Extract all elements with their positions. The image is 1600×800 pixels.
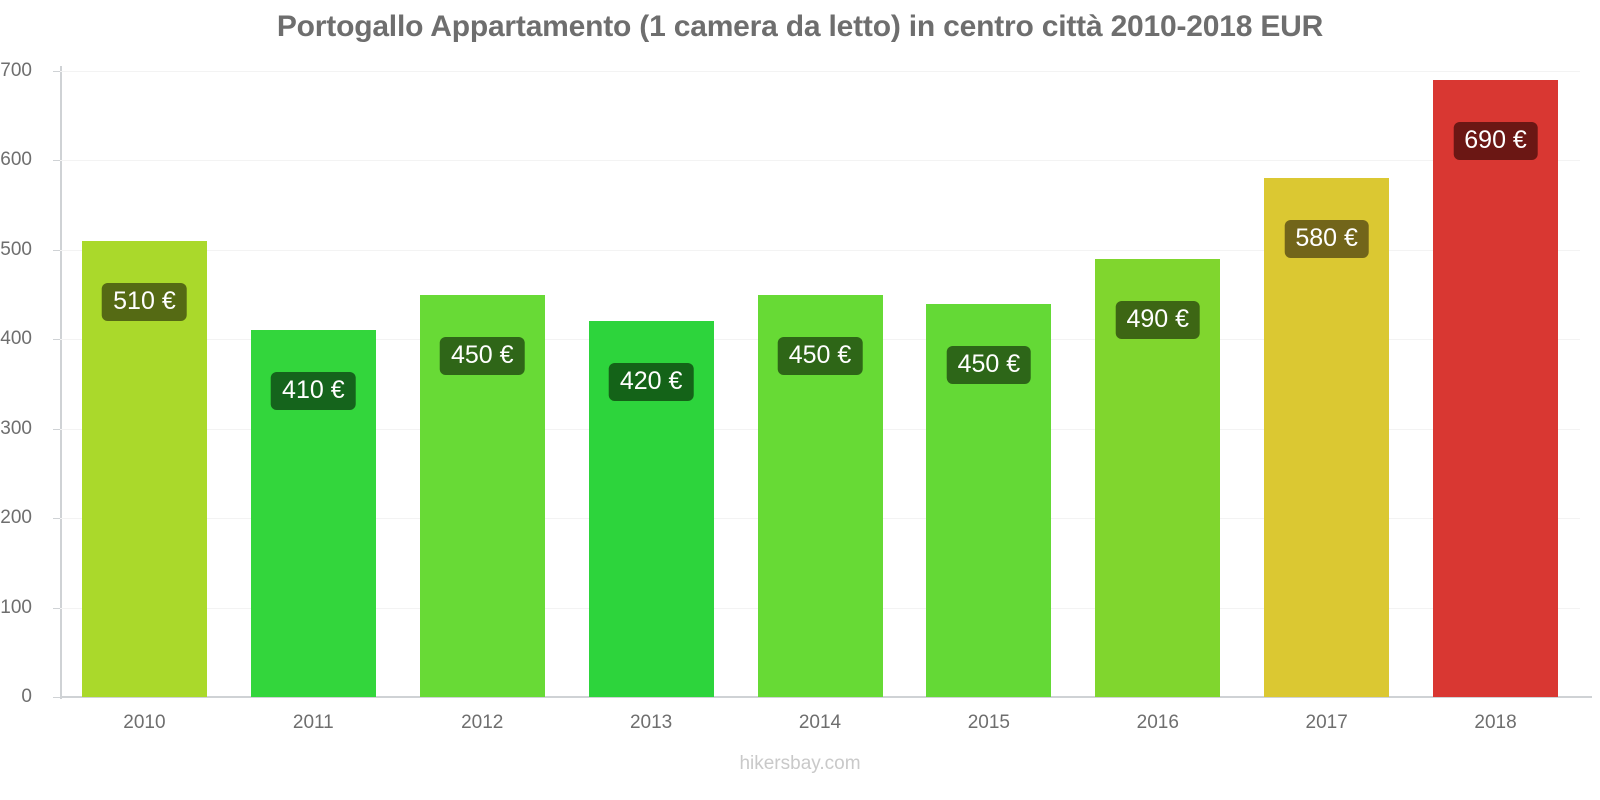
bar-2011[interactable]: 410 €: [250, 330, 376, 697]
y-axis-tick-label: 200: [0, 507, 32, 529]
gridline: [60, 249, 1580, 251]
x-axis-tick-label-2010: 2010: [123, 712, 166, 733]
bar-2013[interactable]: 420 €: [588, 321, 714, 697]
bar-2014[interactable]: 450 €: [757, 294, 883, 697]
footer-credit: hikersbay.com: [739, 753, 861, 774]
x-axis-tick-label-2014: 2014: [798, 712, 842, 733]
bar-value-label: 450 €: [777, 336, 863, 375]
bar-value-label: 490 €: [1115, 300, 1201, 339]
y-axis-tick: [53, 518, 60, 520]
bar-value-label: 450 €: [946, 345, 1032, 384]
y-axis-tick-label: 100: [0, 596, 32, 618]
x-axis-tick-label-2013: 2013: [629, 712, 673, 733]
bar-2016[interactable]: 490 €: [1095, 258, 1221, 697]
x-axis-tick-label-2016: 2016: [1136, 712, 1179, 733]
x-axis-tick-label-2011: 2011: [292, 712, 334, 733]
bar-value-label: 450 €: [439, 336, 525, 375]
x-axis-tick-label-2015: 2015: [967, 712, 1011, 733]
bar-2012[interactable]: 450 €: [419, 294, 545, 697]
bar-2017[interactable]: 580 €: [1264, 178, 1390, 697]
y-axis-tick: [53, 339, 60, 341]
bar-2015[interactable]: 450 €: [926, 303, 1052, 697]
y-axis-tick: [53, 697, 60, 698]
y-axis-tick: [53, 249, 60, 251]
y-axis-line: [60, 66, 62, 699]
y-axis-tick: [53, 160, 60, 162]
plot-area: 0 100 200 300 400 500 600 700 510 € 410 € 450 € 420…: [0, 60, 1580, 707]
bar-value-label: 410 €: [271, 372, 356, 411]
bar-value-label: 510 €: [102, 282, 187, 321]
gridline: [60, 160, 1580, 162]
y-axis-tick: [53, 428, 60, 430]
y-axis-tick-label: 300: [0, 417, 32, 439]
y-axis-tick-label: 700: [0, 60, 32, 81]
bar-value-label: 580 €: [1284, 220, 1369, 259]
x-axis-tick-label-2018: 2018: [1474, 712, 1517, 733]
x-axis-line: [60, 696, 1592, 698]
y-axis-tick-label: 500: [0, 238, 32, 260]
bar-2018[interactable]: 690 €: [1433, 79, 1559, 697]
y-axis-tick: [53, 607, 60, 609]
gridline: [60, 71, 1580, 72]
bar-value-label: 690 €: [1453, 121, 1538, 160]
y-axis-tick-label: 400: [0, 328, 32, 350]
bar-value-label: 420 €: [608, 363, 694, 402]
x-axis-tick-label-2017: 2017: [1305, 712, 1348, 733]
y-axis-tick-label: 600: [0, 149, 32, 171]
bar-2010[interactable]: 510 €: [81, 240, 207, 697]
y-axis-tick-label: 0: [21, 686, 32, 707]
y-axis-tick: [53, 71, 60, 72]
x-axis-tick-label-2012: 2012: [461, 712, 504, 733]
chart-title: Portogallo Appartamento (1 camera da let…: [276, 10, 1324, 43]
